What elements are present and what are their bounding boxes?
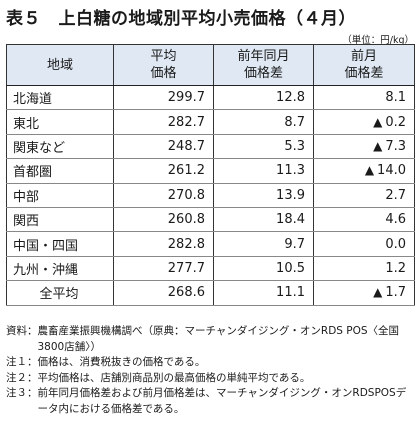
table-row: 東北 282.7 8.7 ▲ 0.2 <box>6 109 415 135</box>
region-cell: 全平均 <box>6 280 114 306</box>
price-cell: 268.6 <box>113 280 214 306</box>
region-cell: 北海道 <box>6 85 114 111</box>
header-yoy-diff: 前年同月 価格差 <box>213 44 314 86</box>
region-cell: 中部 <box>6 183 114 208</box>
note-3: 注３： 前年同月価格差および前月価格差は、マーチャンダイジング・オンRDSPOSデ… <box>6 387 407 415</box>
unit-label: （単位：円/kg） <box>342 35 414 46</box>
yoy-diff-cell: 8.7 <box>213 109 314 135</box>
table-row: 首都圏 261.2 11.3 ▲ 14.0 <box>6 158 415 184</box>
price-cell: 299.7 <box>113 85 214 111</box>
table-row: 中国・四国 282.8 9.7 0.0 <box>6 231 415 257</box>
price-cell: 277.7 <box>113 256 214 282</box>
region-cell: 九州・沖縄 <box>6 256 114 282</box>
mom-diff-cell: 4.6 <box>313 207 415 233</box>
mom-diff-cell: 8.1 <box>313 85 415 111</box>
header-region: 地域 <box>6 44 114 86</box>
table-row: 関東など 248.7 5.3 ▲ 7.3 <box>6 134 415 160</box>
mom-diff-cell: 1.2 <box>313 256 415 282</box>
decrease-triangle: ▲ <box>373 138 383 153</box>
mom-diff-cell: ▲ 14.0 <box>313 158 415 184</box>
note-source: 資料： 農畜産業振興機構調べ（原典：マーチャンダイジング・オンRDS POS〈全国… <box>6 325 400 353</box>
table-row: 九州・沖縄 277.7 10.5 1.2 <box>6 256 415 282</box>
mom-diff-cell: ▲ 0.2 <box>313 109 415 135</box>
decrease-triangle: ▲ <box>364 163 375 178</box>
yoy-diff-cell: 12.8 <box>213 85 314 111</box>
mom-diff-cell: ▲ 7.3 <box>313 134 415 160</box>
yoy-diff-cell: 5.3 <box>213 134 314 160</box>
price-table: 地域 平均 価格 前年同月 価格差 前月 価格差 北海道 299.7 12.8 8.1… <box>6 44 415 306</box>
decrease-triangle: ▲ <box>373 285 383 300</box>
table-row: 北海道 299.7 12.8 8.1 <box>6 85 415 111</box>
note-1: 注１： 価格は、消費税抜きの価格である。 <box>6 356 206 368</box>
yoy-diff-cell: 18.4 <box>213 207 314 233</box>
mom-diff-cell: ▲ 1.7 <box>313 280 415 306</box>
table-row: 中部 270.8 13.9 2.7 <box>6 183 415 208</box>
table-row: 関西 260.8 18.4 4.6 <box>6 207 415 233</box>
region-cell: 関西 <box>6 207 114 233</box>
price-cell: 261.2 <box>113 158 214 184</box>
table-header-row: 地域 平均 価格 前年同月 価格差 前月 価格差 <box>6 44 415 86</box>
mom-diff-cell: 2.7 <box>313 183 415 208</box>
decrease-triangle: ▲ <box>373 114 383 129</box>
header-mom-diff: 前月 価格差 <box>313 44 415 86</box>
price-cell: 248.7 <box>113 134 214 160</box>
price-cell: 282.8 <box>113 231 214 257</box>
mom-diff-cell: 0.0 <box>313 231 415 257</box>
yoy-diff-cell: 11.3 <box>213 158 314 184</box>
region-cell: 東北 <box>6 109 114 135</box>
note-2: 注２： 平均価格は、店舗別商品別の最高価格の単純平均である。 <box>6 371 311 384</box>
yoy-diff-cell: 9.7 <box>213 231 314 257</box>
yoy-diff-cell: 10.5 <box>213 256 314 282</box>
yoy-diff-cell: 13.9 <box>213 183 314 208</box>
region-cell: 中国・四国 <box>6 231 114 257</box>
price-cell: 260.8 <box>113 207 214 233</box>
region-cell: 首都圏 <box>6 158 114 184</box>
region-cell: 関東など <box>6 134 114 160</box>
table-notes: 資料： 農畜産業振興機構調べ（原典：マーチャンダイジング・オンRDS POS〈全国… <box>6 324 416 417</box>
yoy-diff-cell: 11.1 <box>213 280 314 306</box>
table-title: 表５ 上白糖の地域別平均小売価格（４月） <box>6 9 356 29</box>
price-cell: 282.7 <box>113 109 214 135</box>
price-cell: 270.8 <box>113 183 214 208</box>
header-average-price: 平均 価格 <box>113 44 214 86</box>
average-row: 全平均 268.6 11.1 ▲ 1.7 <box>6 280 415 306</box>
